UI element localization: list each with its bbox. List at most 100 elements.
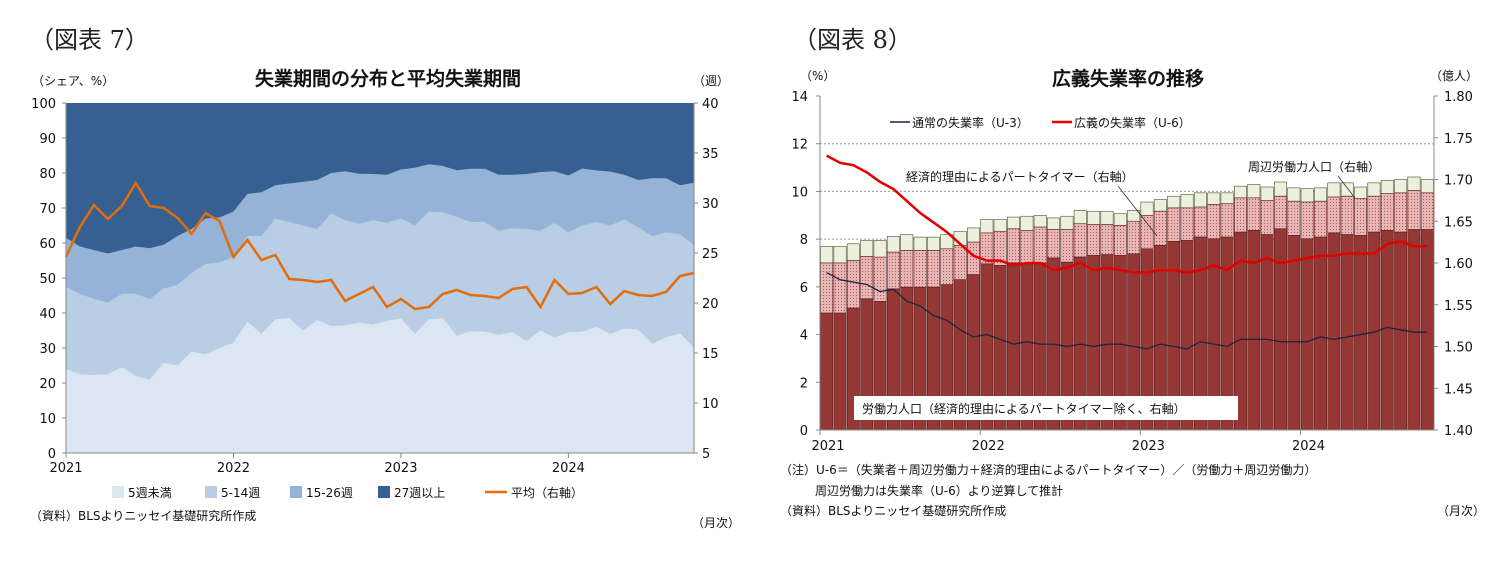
right-tick-label: 1.50 (1444, 341, 1473, 356)
bar-labor-force (1420, 229, 1434, 431)
bar-marginally-attached (1354, 186, 1368, 200)
bar-involuntary-parttime (1087, 224, 1101, 256)
bar-involuntary-parttime (1167, 207, 1181, 242)
u3-line (826, 271, 1428, 350)
bar-marginally-attached (1274, 181, 1287, 197)
left-tick-label: 0 (800, 424, 808, 439)
right-tick-label: 1.80 (1444, 90, 1473, 105)
legend-label: 15-26週 (306, 486, 353, 500)
annotation-labor-box (854, 396, 1238, 420)
bar-marginally-attached (900, 234, 914, 251)
bar-marginally-attached (1394, 179, 1408, 194)
bar-involuntary-parttime (1380, 193, 1394, 231)
left-axis-label-right-chart: （%） (800, 69, 835, 83)
bar-involuntary-parttime (1073, 223, 1087, 258)
bar-involuntary-parttime (913, 250, 927, 288)
bar-marginally-attached (1207, 192, 1221, 205)
figure-label-7: （図表 7） (30, 26, 149, 54)
bar-marginally-attached (860, 240, 874, 257)
mean-duration-line (64, 180, 695, 311)
bar-marginally-attached (1033, 215, 1047, 228)
bar-involuntary-parttime (940, 248, 954, 286)
left-tick-label: 100 (31, 97, 56, 112)
bar-labor-force (833, 312, 847, 431)
bar-marginally-attached (1073, 210, 1087, 225)
left-tick-label: 8 (800, 233, 808, 248)
left-tick-label: 2 (800, 376, 808, 391)
annotation-labor: 労働力人口（経済的理由によるパートタイマー除く、右軸） (862, 401, 1186, 416)
source-right: （資料）BLSよりニッセイ基礎研究所作成 (780, 503, 1006, 518)
bar-marginally-attached (886, 235, 900, 253)
u6-line (826, 154, 1428, 274)
bar-involuntary-parttime (1060, 229, 1074, 263)
left-tick-label: 80 (39, 167, 56, 182)
left-tick-label: 60 (39, 237, 56, 252)
chart-left-legend: 5週未満 5-14週 15-26週 27週以上 平均（右軸） (112, 485, 583, 500)
bar-involuntary-parttime (833, 262, 847, 314)
bar-marginally-attached (1060, 215, 1074, 230)
x-tick-label: 2021 (49, 461, 82, 476)
bar-involuntary-parttime (1394, 192, 1408, 233)
bar-marginally-attached (1153, 199, 1167, 212)
legend-label: 5-14週 (221, 486, 260, 500)
bar-marginally-attached (1113, 213, 1127, 226)
bar-marginally-attached (846, 243, 860, 261)
bar-marginally-attached (1220, 192, 1234, 205)
bar-involuntary-parttime (1340, 195, 1354, 235)
bar-involuntary-parttime (1287, 200, 1301, 236)
x-tick-label: 2022 (217, 461, 250, 476)
bar-involuntary-parttime (860, 256, 874, 300)
legend-swatch (378, 486, 390, 498)
legend-swatch (290, 486, 302, 498)
left-tick-label: 70 (39, 202, 56, 217)
bar-marginally-attached (913, 236, 927, 251)
left-tick-label: 14 (791, 90, 808, 105)
bar-marginally-attached (1300, 188, 1314, 203)
bar-involuntary-parttime (1207, 204, 1221, 240)
x-unit-left: （月次） (692, 516, 740, 530)
bar-marginally-attached (926, 236, 940, 251)
bar-labor-force (1327, 232, 1341, 431)
left-tick-label: 10 (791, 185, 808, 200)
legend-swatch (112, 486, 124, 498)
bar-involuntary-parttime (1020, 230, 1034, 264)
left-tick-label: 30 (39, 342, 56, 357)
bar-involuntary-parttime (1100, 224, 1114, 255)
bar-marginally-attached (993, 219, 1007, 232)
bar-involuntary-parttime (1300, 201, 1314, 240)
bar-marginally-attached (1367, 182, 1381, 197)
chart-left-plot: 0 10 20 30 40 50 60 70 80 90 100 5 10 15 20 25 30 35 40 202… (31, 97, 718, 476)
bar-involuntary-parttime (886, 251, 900, 290)
bar-marginally-attached (1407, 176, 1421, 191)
bar-marginally-attached (820, 246, 834, 264)
right-tick-label: 1.40 (1444, 424, 1473, 439)
bar-involuntary-parttime (1233, 197, 1247, 233)
note-line-1: （注）U-6＝（失業者＋周辺労働力＋経済的理由によるパートタイマー）／（労働力＋… (780, 462, 1316, 477)
right-tick-label: 30 (702, 197, 719, 212)
bar-labor-force (1300, 238, 1314, 431)
bar-involuntary-parttime (953, 245, 967, 280)
legend-swatch (205, 486, 217, 498)
note-line-2: 周辺労働力は失業率（U-6）より逆算して推計 (815, 483, 1063, 498)
bar-involuntary-parttime (1327, 196, 1341, 234)
bar-involuntary-parttime (1420, 192, 1434, 230)
right-tick-label: 1.70 (1444, 174, 1473, 189)
left-tick-label: 40 (39, 307, 56, 322)
left-tick-label: 20 (39, 377, 56, 392)
bar-involuntary-parttime (1407, 190, 1421, 230)
legend-label-u6: 広義の失業率（U-6） (1074, 115, 1191, 130)
bar-involuntary-parttime (873, 256, 887, 302)
bar-marginally-attached (873, 240, 887, 258)
bar-marginally-attached (1233, 185, 1247, 199)
bar-involuntary-parttime (1007, 228, 1021, 264)
right-axis-label-right-chart: （億人） (1430, 69, 1478, 83)
left-axis-label: （シェア、%） (32, 74, 114, 88)
bar-involuntary-parttime (820, 262, 834, 314)
annotation-arrow-marginal (1337, 175, 1356, 199)
x-tick-label: 2024 (1292, 439, 1325, 454)
bar-marginally-attached (967, 227, 980, 243)
chart-right-plot: 0 2 4 6 8 10 12 14 1.40 1.45 1.50 1.55 1.60 1.65 1.70 1… (791, 90, 1473, 454)
bar-marginally-attached (980, 219, 994, 234)
figure-label-8: （図表 8） (793, 26, 912, 54)
